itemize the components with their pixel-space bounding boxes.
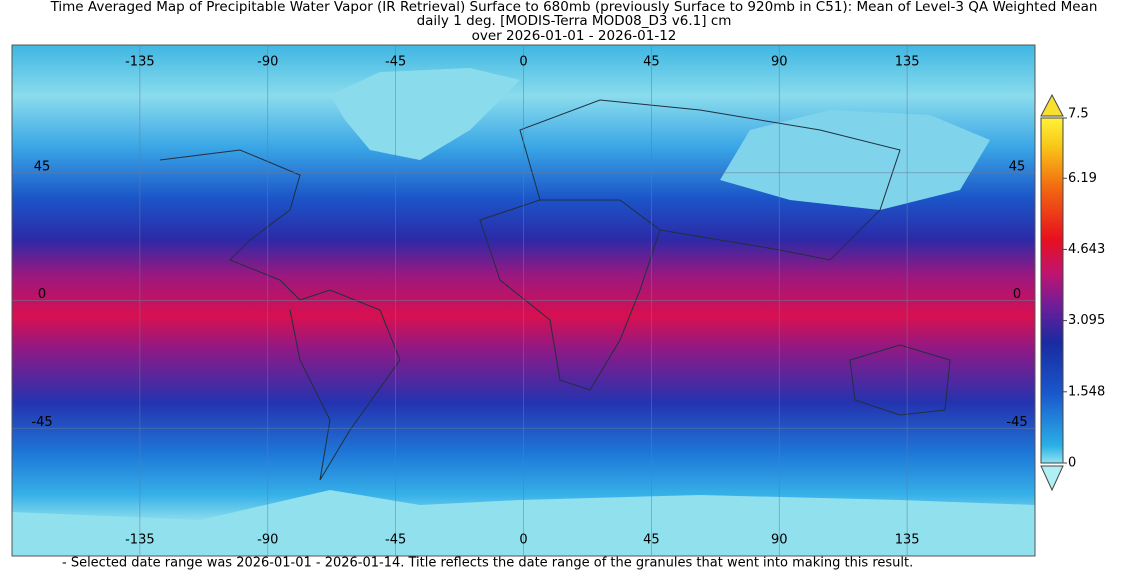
lat-label-left: -45 [31, 415, 52, 430]
lat-label-left: 0 [38, 287, 46, 302]
lon-label-top: -90 [257, 55, 278, 70]
lon-label-top: 135 [895, 55, 920, 70]
lat-label-right: -45 [1006, 415, 1027, 430]
colorbar-tick-label: 7.5 [1068, 107, 1089, 122]
map: -135 -135 -90 -90 -45 -45 0 0 45 45 90 90 135 135 45 45… [11, 44, 1036, 557]
title-line: daily 1 deg. [MODIS-Terra MOD08_D3 v6.1]… [417, 13, 732, 29]
colorbar-tick-label: 0 [1068, 456, 1076, 471]
colorbar-tick-label: 6.19 [1068, 171, 1097, 186]
eurasia-outline [519, 99, 901, 261]
lat-label-right: 45 [1009, 159, 1026, 174]
australia-outline [849, 344, 951, 416]
lat-label-left: 45 [34, 159, 51, 174]
colorbar-over-arrow [1040, 93, 1064, 117]
footnote: - Selected date range was 2026-01-01 - 2… [62, 556, 913, 571]
colorbar-under-arrow [1040, 465, 1064, 492]
lon-label-bottom: -135 [125, 533, 155, 548]
colorbar-tick-label: 3.095 [1068, 313, 1105, 328]
lon-label-top: 90 [771, 55, 788, 70]
title-line: Time Averaged Map of Precipitable Water … [50, 0, 1098, 15]
colorbar [1040, 117, 1064, 464]
colorbar-tick-label: 1.548 [1068, 384, 1105, 399]
lon-label-bottom: 45 [643, 533, 660, 548]
lon-label-bottom: -90 [257, 533, 278, 548]
lon-label-top: 45 [643, 55, 660, 70]
title-line: over 2026-01-01 - 2026-01-12 [472, 28, 677, 44]
colorbar-tick-label: 4.643 [1068, 242, 1105, 257]
lon-label-top: -45 [385, 55, 406, 70]
lon-label-top: 0 [519, 55, 527, 70]
lon-label-bottom: -45 [385, 533, 406, 548]
americas-outline [159, 149, 401, 481]
lon-label-bottom: 90 [771, 533, 788, 548]
lon-label-bottom: 0 [519, 533, 527, 548]
greenland [330, 68, 520, 160]
siberia [720, 110, 990, 210]
africa-outline [479, 199, 661, 391]
lat-label-right: 0 [1013, 287, 1021, 302]
lon-label-top: -135 [125, 55, 155, 70]
lon-label-bottom: 135 [895, 533, 920, 548]
